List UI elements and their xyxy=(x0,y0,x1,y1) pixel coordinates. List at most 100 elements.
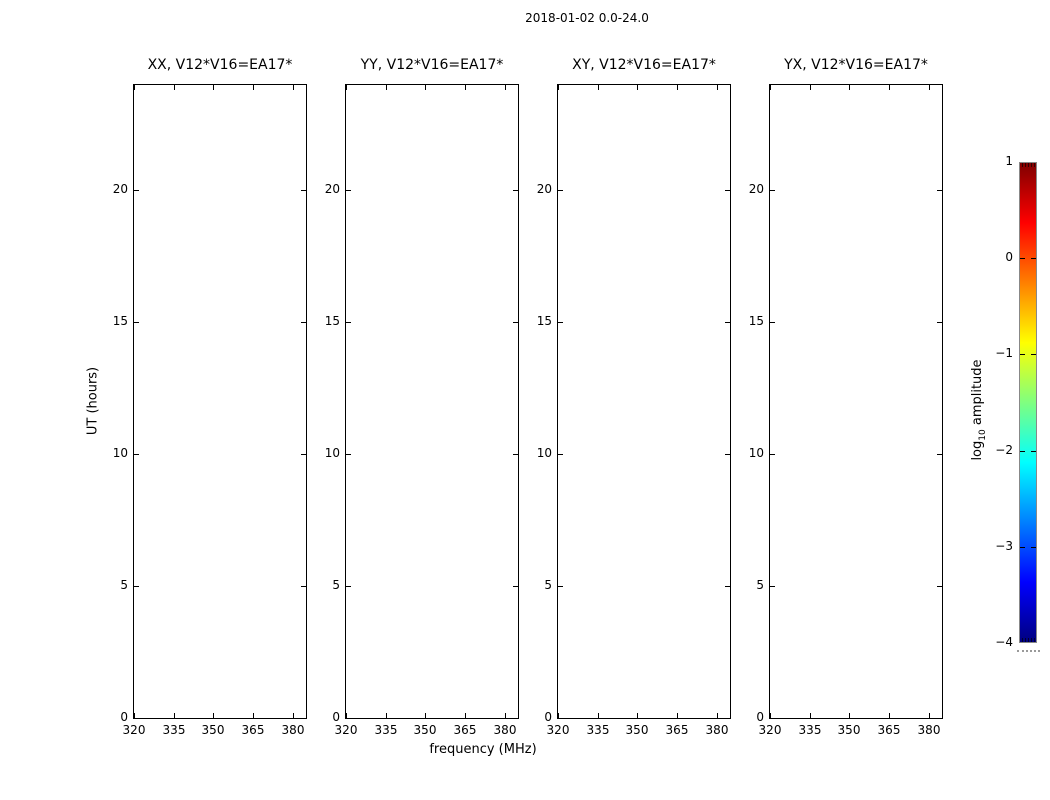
colorbar-comb-mark xyxy=(1031,163,1032,167)
y-tick-label: 15 xyxy=(112,314,128,328)
y-tick xyxy=(134,586,139,587)
x-tick-label: 350 xyxy=(625,723,649,737)
x-tick xyxy=(770,85,771,90)
y-tick xyxy=(346,322,351,323)
colorbar-tick-label: −3 xyxy=(995,539,1013,553)
x-tick xyxy=(598,713,599,718)
y-tick xyxy=(937,454,942,455)
x-tick xyxy=(174,85,175,90)
colorbar-comb-mark xyxy=(1031,638,1032,642)
x-tick xyxy=(717,713,718,718)
colorbar-tick xyxy=(1020,451,1025,452)
x-tick-label: 320 xyxy=(546,723,570,737)
colorbar-tick-label: −2 xyxy=(995,443,1013,457)
x-tick-label: 365 xyxy=(241,723,265,737)
y-tick xyxy=(770,718,775,719)
colorbar-tick-label: 1 xyxy=(1005,154,1013,168)
colorbar-comb-mark xyxy=(1028,638,1029,642)
colorbar-tick xyxy=(1031,354,1036,355)
subplot-title-4: YX, V12*V16=EA17* xyxy=(784,57,928,73)
x-tick xyxy=(889,713,890,718)
subplot-title-1: XX, V12*V16=EA17* xyxy=(147,57,293,73)
y-tick-label: 20 xyxy=(536,182,552,196)
y-tick xyxy=(346,586,351,587)
y-tick xyxy=(134,190,139,191)
x-tick xyxy=(637,85,638,90)
subplot-panel-2 xyxy=(345,84,519,719)
x-tick-label: 350 xyxy=(201,723,225,737)
x-tick-label: 320 xyxy=(758,723,782,737)
x-axis-label: frequency (MHz) xyxy=(429,742,537,757)
x-tick-label: 380 xyxy=(705,723,729,737)
colorbar-tick xyxy=(1031,258,1036,259)
colorbar-tick xyxy=(1020,354,1025,355)
y-tick xyxy=(558,190,563,191)
x-tick-label: 350 xyxy=(837,723,861,737)
y-axis-label: UT (hours) xyxy=(85,366,101,436)
x-tick xyxy=(849,713,850,718)
subplot-panel-3 xyxy=(557,84,731,719)
x-tick xyxy=(386,713,387,718)
x-tick xyxy=(346,85,347,90)
y-tick xyxy=(513,322,518,323)
x-tick xyxy=(810,713,811,718)
y-tick xyxy=(770,454,775,455)
y-tick xyxy=(937,190,942,191)
y-tick xyxy=(301,190,306,191)
colorbar-label-subscript: 10 xyxy=(977,429,988,441)
colorbar-label-suffix: amplitude xyxy=(970,359,986,430)
colorbar-gradient xyxy=(1019,162,1037,643)
x-tick xyxy=(134,85,135,90)
subplot-title-2: YY, V12*V16=EA17* xyxy=(360,57,504,73)
colorbar-tick xyxy=(1020,258,1025,259)
x-tick-label: 335 xyxy=(374,723,398,737)
y-tick xyxy=(513,586,518,587)
colorbar-tick-label: 0 xyxy=(1005,250,1013,264)
y-tick-label: 5 xyxy=(756,578,764,592)
x-tick-label: 365 xyxy=(665,723,689,737)
y-tick xyxy=(937,586,942,587)
x-tick-label: 365 xyxy=(877,723,901,737)
y-tick-label: 20 xyxy=(324,182,340,196)
y-tick xyxy=(558,454,563,455)
y-tick-label: 15 xyxy=(536,314,552,328)
x-tick xyxy=(505,713,506,718)
y-tick xyxy=(301,322,306,323)
colorbar-comb-mark xyxy=(1022,638,1023,642)
y-tick xyxy=(513,454,518,455)
y-tick xyxy=(346,190,351,191)
x-tick-label: 365 xyxy=(453,723,477,737)
y-tick xyxy=(937,322,942,323)
x-tick xyxy=(465,713,466,718)
x-tick-label: 350 xyxy=(413,723,437,737)
x-tick xyxy=(677,85,678,90)
colorbar-tick-label: −4 xyxy=(995,635,1013,649)
x-tick xyxy=(558,85,559,90)
y-tick xyxy=(134,454,139,455)
y-tick xyxy=(134,322,139,323)
subplot-panel-4 xyxy=(769,84,943,719)
x-tick xyxy=(558,713,559,718)
y-tick xyxy=(558,322,563,323)
x-tick-label: 335 xyxy=(162,723,186,737)
x-tick xyxy=(889,85,890,90)
y-tick xyxy=(725,718,730,719)
x-tick xyxy=(346,713,347,718)
colorbar-comb-mark xyxy=(1034,163,1035,167)
colorbar-comb-mark xyxy=(1022,163,1023,167)
y-tick xyxy=(346,718,351,719)
colorbar-label-prefix: log xyxy=(970,440,986,461)
y-tick xyxy=(301,718,306,719)
x-tick xyxy=(293,85,294,90)
y-tick-label: 0 xyxy=(544,710,552,724)
x-tick xyxy=(677,713,678,718)
colorbar-comb-mark xyxy=(1034,638,1035,642)
colorbar-tick xyxy=(1031,547,1036,548)
y-tick-label: 15 xyxy=(324,314,340,328)
y-tick-label: 5 xyxy=(120,578,128,592)
y-tick-label: 10 xyxy=(324,446,340,460)
x-tick xyxy=(810,85,811,90)
x-tick xyxy=(425,85,426,90)
x-tick xyxy=(465,85,466,90)
y-tick xyxy=(725,586,730,587)
